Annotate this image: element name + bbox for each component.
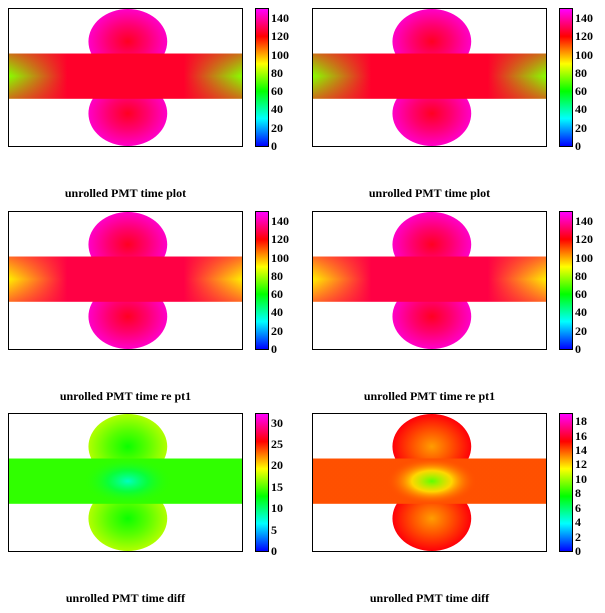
colorbar-tick-label: 80 bbox=[271, 268, 283, 283]
colorbar-tick-label: 80 bbox=[575, 268, 587, 283]
panel-title: unrolled PMT time plot bbox=[368, 186, 491, 200]
heatmap-svg bbox=[313, 212, 546, 349]
colorbar-tick-label: 80 bbox=[575, 65, 587, 80]
heatmap-plot-area bbox=[8, 8, 243, 147]
colorbar-tick-label: 0 bbox=[575, 139, 581, 153]
colorbar-ticks: 0 2 4 6 8 10 12 14 16 18 bbox=[559, 413, 599, 557]
heatmap-panel: 0 20 40 60 80 100 120 140 unrolled PMT time re p… bbox=[8, 211, 298, 411]
panel-title: unrolled PMT time diff bbox=[369, 591, 490, 605]
colorbar-ticks: 0 20 40 60 80 100 120 140 bbox=[255, 211, 295, 355]
colorbar-tick-label: 140 bbox=[271, 11, 289, 26]
heatmap-panel: 0 2 4 6 8 10 12 14 16 18 unrolled PMT time diff bbox=[312, 413, 602, 613]
colorbar-tick-label: 60 bbox=[575, 287, 587, 302]
heatmap-plot-area bbox=[312, 413, 547, 552]
colorbar-tick-label: 10 bbox=[271, 501, 283, 516]
colorbar-gradient bbox=[560, 414, 572, 551]
heatmap-svg bbox=[9, 9, 242, 146]
colorbar-tick-label: 6 bbox=[575, 500, 581, 515]
heatmap-panel: 0 20 40 60 80 100 120 140 unrolled PMT time re p… bbox=[312, 211, 602, 411]
colorbar-tick-label: 60 bbox=[575, 84, 587, 99]
colorbar-tick-label: 0 bbox=[271, 139, 277, 153]
barrel-band-shade bbox=[313, 53, 546, 99]
colorbar bbox=[255, 8, 269, 147]
barrel-band-shade bbox=[9, 256, 242, 302]
colorbar-gradient bbox=[256, 212, 268, 349]
colorbar-gradient bbox=[560, 212, 572, 349]
heatmap-svg bbox=[9, 212, 242, 349]
colorbar bbox=[255, 413, 269, 552]
colorbar-tick-label: 140 bbox=[575, 11, 593, 26]
colorbar-tick-label: 20 bbox=[575, 323, 587, 338]
colorbar-tick-label: 18 bbox=[575, 414, 587, 429]
colorbar-tick-label: 120 bbox=[271, 232, 289, 247]
colorbar-tick-label: 10 bbox=[575, 471, 587, 486]
colorbar-gradient bbox=[256, 414, 268, 551]
colorbar-tick-label: 120 bbox=[575, 29, 593, 44]
colorbar-ticks: 0 20 40 60 80 100 120 140 bbox=[559, 8, 599, 152]
colorbar-tick-label: 100 bbox=[271, 47, 289, 62]
colorbar-tick-label: 120 bbox=[575, 232, 593, 247]
colorbar-tick-label: 60 bbox=[271, 287, 283, 302]
center-spot bbox=[83, 457, 173, 505]
colorbar-tick-label: 140 bbox=[271, 214, 289, 229]
colorbar-tick-label: 40 bbox=[271, 102, 283, 117]
colorbar-tick-label: 0 bbox=[271, 544, 277, 558]
barrel-band-shade bbox=[313, 256, 546, 302]
colorbar bbox=[559, 8, 573, 147]
colorbar bbox=[559, 413, 573, 552]
heatmap-plot-area bbox=[8, 211, 243, 350]
colorbar-ticks: 0 5 10 15 20 25 30 bbox=[255, 413, 295, 557]
panel-title: unrolled PMT time re pt1 bbox=[59, 389, 192, 403]
colorbar-tick-label: 15 bbox=[271, 479, 283, 494]
colorbar-tick-label: 100 bbox=[271, 250, 289, 265]
colorbar-tick-label: 20 bbox=[575, 120, 587, 135]
heatmap-svg bbox=[9, 414, 242, 551]
heatmap-panel: 0 5 10 15 20 25 30 unrolled PMT time diff bbox=[8, 413, 298, 613]
colorbar-gradient bbox=[560, 9, 572, 146]
colorbar-tick-label: 0 bbox=[575, 544, 581, 558]
figure: 0 20 40 60 80 100 120 140 unrolled PMT time plot… bbox=[8, 8, 602, 605]
colorbar-tick-label: 20 bbox=[271, 120, 283, 135]
colorbar-tick-label: 60 bbox=[271, 84, 283, 99]
colorbar-tick-label: 16 bbox=[575, 428, 587, 443]
colorbar-tick-label: 40 bbox=[271, 305, 283, 320]
colorbar-tick-label: 2 bbox=[575, 529, 581, 544]
colorbar-tick-label: 30 bbox=[271, 415, 283, 430]
colorbar-gradient bbox=[256, 9, 268, 146]
barrel-band-shade bbox=[9, 53, 242, 99]
colorbar-tick-label: 14 bbox=[575, 443, 587, 458]
heatmap-plot-area bbox=[312, 8, 547, 147]
colorbar-tick-label: 4 bbox=[575, 515, 581, 530]
colorbar-tick-label: 100 bbox=[575, 250, 593, 265]
colorbar-tick-label: 5 bbox=[271, 522, 277, 537]
colorbar-tick-label: 40 bbox=[575, 305, 587, 320]
colorbar-tick-label: 100 bbox=[575, 47, 593, 62]
heatmap-plot-area bbox=[312, 211, 547, 350]
heatmap-svg bbox=[313, 9, 546, 146]
colorbar-tick-label: 20 bbox=[271, 458, 283, 473]
colorbar-tick-label: 120 bbox=[271, 29, 289, 44]
colorbar-tick-label: 25 bbox=[271, 436, 283, 451]
colorbar-tick-label: 0 bbox=[575, 342, 581, 356]
colorbar-tick-label: 20 bbox=[271, 323, 283, 338]
colorbar-ticks: 0 20 40 60 80 100 120 140 bbox=[255, 8, 295, 152]
panel-title: unrolled PMT time diff bbox=[65, 591, 186, 605]
colorbar-tick-label: 40 bbox=[575, 102, 587, 117]
colorbar-ticks: 0 20 40 60 80 100 120 140 bbox=[559, 211, 599, 355]
colorbar-tick-label: 0 bbox=[271, 342, 277, 356]
heatmap-panel: 0 20 40 60 80 100 120 140 unrolled PMT time plot bbox=[8, 8, 298, 208]
panel-title: unrolled PMT time plot bbox=[64, 186, 187, 200]
colorbar-tick-label: 12 bbox=[575, 457, 587, 472]
heatmap-plot-area bbox=[8, 413, 243, 552]
colorbar-tick-label: 140 bbox=[575, 214, 593, 229]
colorbar bbox=[255, 211, 269, 350]
heatmap-panel: 0 20 40 60 80 100 120 140 unrolled PMT time plot bbox=[312, 8, 602, 208]
colorbar bbox=[559, 211, 573, 350]
colorbar-tick-label: 8 bbox=[575, 486, 581, 501]
heatmap-svg bbox=[313, 414, 546, 551]
colorbar-tick-label: 80 bbox=[271, 65, 283, 80]
panel-title: unrolled PMT time re pt1 bbox=[363, 389, 496, 403]
center-spot bbox=[387, 457, 477, 505]
